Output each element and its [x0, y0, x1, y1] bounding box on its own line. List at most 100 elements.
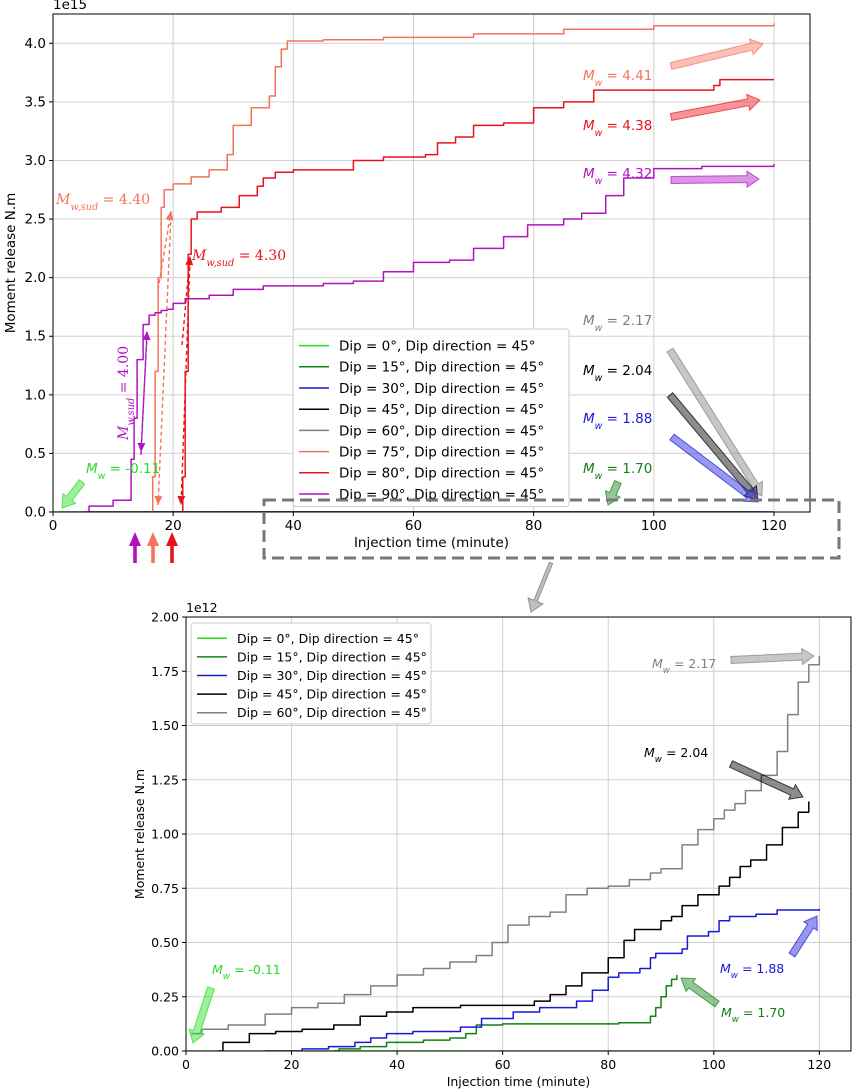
legend: Dip = 0°, Dip direction = 45° Dip = 15°, … — [292, 328, 570, 508]
onset-marker-arrow — [166, 532, 178, 563]
y-tick-label: 1.0 — [25, 387, 46, 403]
legend: Dip = 0°, Dip direction = 45° Dip = 15°, … — [190, 622, 432, 725]
y-tick-label: 2.0 — [25, 270, 46, 286]
legend-entry: Dip = 0°, Dip direction = 45° — [339, 338, 536, 354]
y-tick-label: 2.5 — [25, 212, 46, 228]
onset-marker-arrow — [147, 532, 159, 563]
y-tick-label: 0.25 — [151, 989, 179, 1004]
dashed-arrow-dip80-down — [177, 259, 191, 506]
x-tick-label: 80 — [525, 518, 542, 534]
legend-entry: Dip = 0°, Dip direction = 45° — [237, 631, 419, 646]
legend-entry: Dip = 60°, Dip direction = 45° — [237, 705, 427, 720]
chart-panel-2: 0 20 40 60 80 100 120 0.00 0.25 0.50 0.75 1.00 1.25 1… — [132, 600, 852, 1089]
x-tick-label: 100 — [702, 1057, 726, 1072]
dashed-arrow-dip90-down — [137, 334, 148, 453]
x-tick-label: 0 — [182, 1057, 190, 1072]
axis-exponent-label: 1e12 — [186, 600, 218, 615]
dashed-arrow-line — [140, 334, 148, 453]
onset-marker-arrow — [129, 532, 141, 563]
legend-entry: Dip = 45°, Dip direction = 45° — [237, 687, 427, 702]
mw-annotation: Mw = 1.88 — [583, 411, 652, 432]
y-tick-label: 0.00 — [151, 1044, 179, 1059]
mw-annotation: Mw = 4.41 — [583, 68, 652, 89]
mw-annotation: Mw = 4.32 — [583, 166, 652, 187]
zoom-region-box — [262, 498, 841, 560]
dashed-arrow-line — [157, 210, 172, 291]
y-tick-label: 1.75 — [151, 664, 179, 679]
legend-entry: Dip = 15°, Dip direction = 45° — [339, 360, 544, 376]
arrow-dip0 — [61, 479, 86, 509]
mw-annotation: Mw = 1.70 — [583, 461, 652, 482]
y-tick-label: 3.5 — [25, 94, 46, 110]
x-tick-label: 20 — [165, 518, 182, 534]
mw-annotation: Mw,sud = 4.00 — [116, 346, 137, 441]
x-tick-label: 40 — [389, 1057, 405, 1072]
x-tick-label: 120 — [761, 518, 787, 534]
arrow-dip30 — [669, 433, 759, 503]
x-tick-label: 60 — [495, 1057, 511, 1072]
dashed-arrow-head — [154, 495, 163, 505]
dashed-arrow-head — [185, 256, 194, 266]
dashed-arrow-line — [181, 255, 191, 346]
series-line-4 — [191, 656, 821, 1035]
y-tick-label: 1.25 — [151, 772, 179, 787]
series-line-5 — [149, 23, 775, 512]
onset-marker-shaft — [170, 544, 174, 563]
dashed-arrow-dip80-up — [181, 255, 194, 346]
y-axis-label: Moment release N.m — [132, 769, 147, 899]
series-line-2 — [265, 908, 821, 1051]
arrow-dip0 — [188, 986, 215, 1044]
dashed-arrow-head — [177, 495, 186, 505]
x-tick-label: 100 — [641, 518, 667, 534]
series-line-6 — [179, 78, 774, 512]
legend-entry: Dip = 15°, Dip direction = 45° — [237, 649, 427, 664]
y-tick-label: 0.50 — [151, 935, 179, 950]
x-tick-label: 120 — [807, 1057, 831, 1072]
onset-marker-shaft — [151, 544, 155, 563]
mw-annotation: Mw = 4.38 — [583, 118, 652, 139]
mw-annotation: Mw = 2.04 — [644, 745, 708, 765]
mw-annotation: Mw = -0.11 — [86, 461, 160, 482]
dashed-arrow-dip75-down — [154, 214, 172, 506]
y-axis-label: Moment release N.m — [3, 193, 19, 334]
x-axis-label: Injection time (minute) — [354, 535, 509, 551]
mw-annotation: Mw = 2.17 — [652, 656, 716, 676]
mw-annotation: Mw = -0.11 — [212, 962, 281, 982]
arrow-dip90 — [670, 170, 760, 189]
series-line-7 — [83, 163, 775, 512]
legend-entry: Dip = 75°, Dip direction = 45° — [339, 444, 544, 460]
x-axis-label: Injection time (minute) — [447, 1074, 591, 1089]
y-tick-label: 1.5 — [25, 329, 46, 345]
y-tick-label: 1.50 — [151, 718, 179, 733]
dashed-arrow-line — [157, 214, 172, 506]
x-tick-label: 0 — [49, 518, 58, 534]
y-tick-label: 1.00 — [151, 827, 179, 842]
arrow-dip80 — [669, 93, 761, 122]
onset-marker-head — [147, 532, 159, 546]
x-tick-label: 60 — [405, 518, 422, 534]
dashed-arrow-head — [137, 442, 146, 452]
chart-panel-1: 0 20 40 60 80 100 120 0.0 0.5 1.0 1.5 2.0 2.5 3.0 3.5 4… — [3, 0, 811, 563]
legend-entry: Dip = 45°, Dip direction = 45° — [339, 402, 544, 418]
arrow-dip75 — [669, 38, 764, 71]
plot-frame — [52, 13, 811, 513]
x-tick-label: 40 — [285, 518, 302, 534]
y-tick-label: 0.0 — [25, 505, 46, 521]
legend-entry: Dip = 90°, Dip direction = 45° — [339, 487, 544, 503]
legend-entry: Dip = 80°, Dip direction = 45° — [339, 466, 544, 482]
arrow-dip15 — [680, 977, 720, 1008]
onset-marker-shaft — [133, 544, 137, 563]
dashed-arrow-head — [165, 211, 174, 221]
x-tick-label: 80 — [600, 1057, 616, 1072]
mw-annotation: Mw,sud = 4.30 — [191, 248, 286, 269]
y-tick-label: 0.75 — [151, 881, 179, 896]
y-tick-label: 0.5 — [25, 446, 46, 462]
legend-box — [190, 622, 432, 725]
arrow-dip30 — [788, 915, 818, 958]
mw-annotation: Mw,sud = 4.40 — [55, 192, 150, 213]
onset-marker-head — [166, 532, 178, 546]
mw-annotation: Mw = 2.17 — [583, 313, 652, 334]
x-tick-label: 20 — [284, 1057, 300, 1072]
zoom-arrow — [527, 561, 554, 613]
